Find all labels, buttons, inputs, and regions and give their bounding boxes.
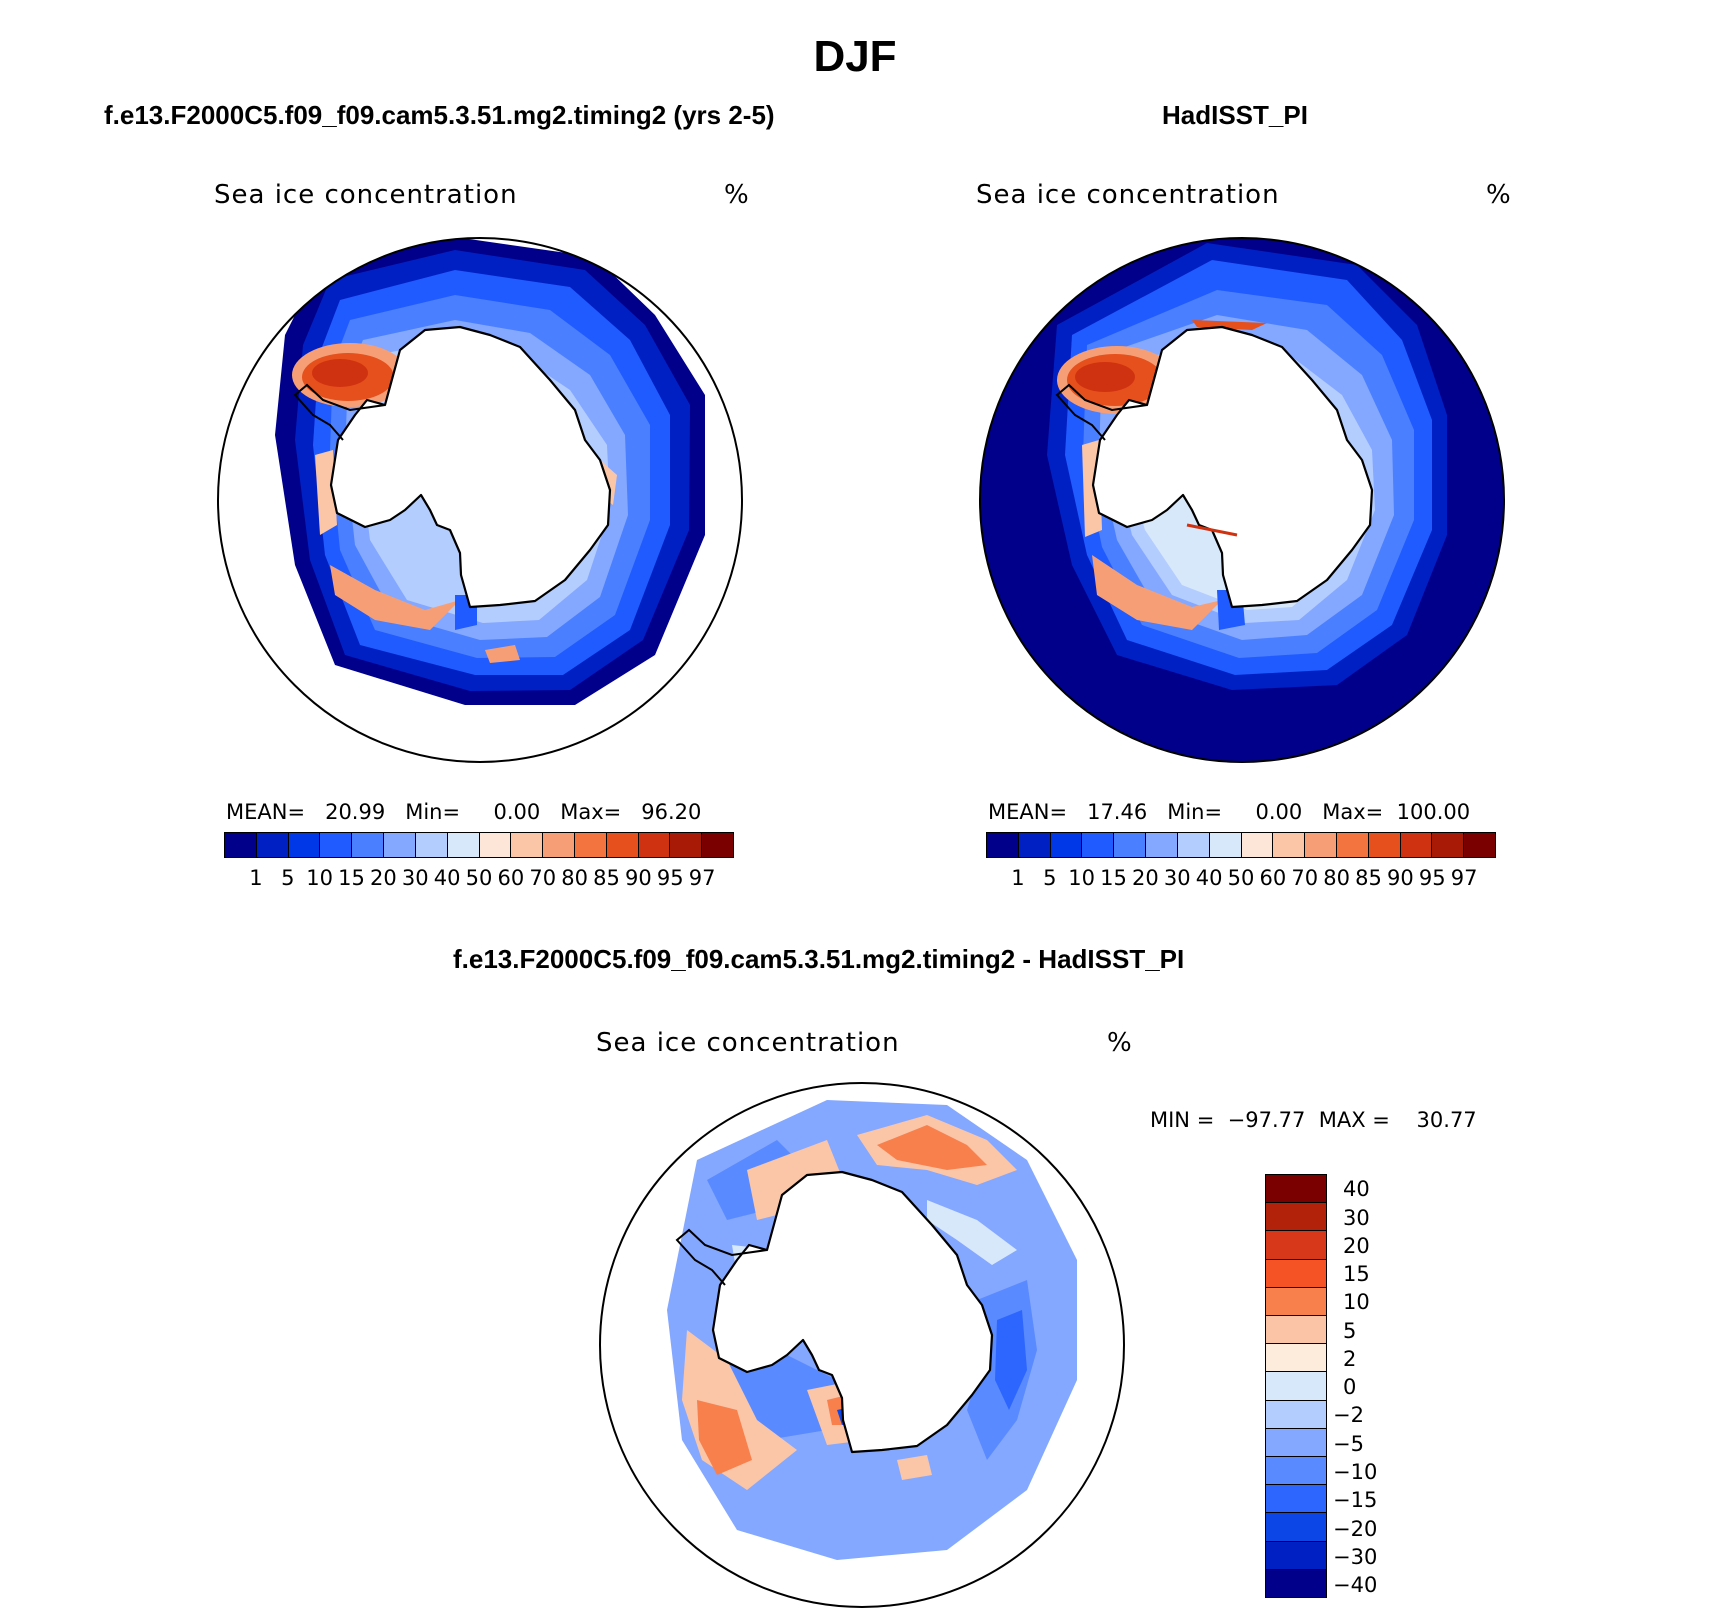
obs-tick: 5	[1043, 866, 1057, 890]
obs-polar-map	[979, 237, 1505, 763]
model-tick: 90	[625, 866, 652, 890]
obs-tick: 97	[1450, 866, 1478, 890]
diff-tick: 20	[1343, 1233, 1370, 1258]
model-tick: 10	[306, 866, 333, 890]
model-tick: 80	[561, 866, 588, 890]
diff-tick: −30	[1333, 1544, 1378, 1569]
obs-panel-title: HadISST_PI	[1162, 100, 1308, 130]
obs-peninsula	[1055, 383, 1148, 441]
obs-antarctica-land	[1091, 325, 1374, 609]
model-tick: 50	[465, 866, 493, 890]
obs-tick: 95	[1418, 866, 1446, 890]
model-tick: 30	[401, 866, 429, 890]
model-polar-map	[217, 237, 743, 763]
obs-tick: 40	[1195, 866, 1223, 890]
model-tick: 70	[529, 866, 557, 890]
diff-minmax: MIN = −97.77 MAX = 30.77	[1150, 1108, 1477, 1132]
model-tick: 20	[370, 866, 397, 890]
obs-tick: 20	[1132, 866, 1159, 890]
obs-variable-label: Sea ice concentration	[976, 180, 1280, 210]
diff-tick: 40	[1343, 1177, 1370, 1202]
model-tick: 5	[281, 866, 295, 890]
obs-tick: 1	[1011, 866, 1025, 890]
figure-title: DJF	[813, 32, 897, 81]
diff-tick: 0	[1343, 1375, 1357, 1400]
diff-units-label: %	[1107, 1028, 1132, 1058]
diff-tick: −15	[1333, 1488, 1378, 1513]
model-tick: 1	[249, 866, 263, 890]
diff-colorbar	[1265, 1174, 1327, 1598]
obs-tick: 15	[1100, 866, 1127, 890]
diff-tick: 2	[1343, 1346, 1357, 1371]
diff-variable-label: Sea ice concentration	[596, 1028, 900, 1058]
model-tick: 15	[338, 866, 365, 890]
obs-tick: 10	[1068, 866, 1095, 890]
diff-peninsula	[675, 1228, 768, 1286]
model-stats: MEAN= 20.99 Min= 0.00 Max= 96.20	[226, 800, 702, 824]
obs-ice-shelf-edge	[1186, 523, 1238, 537]
diff-antarctica-land	[711, 1170, 994, 1454]
model-panel-title: f.e13.F2000C5.f09_f09.cam5.3.51.mg2.timi…	[104, 100, 775, 130]
diff-tick: −2	[1333, 1403, 1364, 1428]
obs-tick: 85	[1355, 866, 1382, 890]
model-antarctica-land	[329, 325, 612, 609]
obs-tick: 50	[1227, 866, 1255, 890]
model-colorbar	[224, 832, 734, 858]
diff-tick: 5	[1343, 1318, 1357, 1343]
diff-tick: −40	[1333, 1573, 1378, 1597]
obs-colorbar	[986, 832, 1496, 858]
obs-colorbar-labels: 1 5 10 15 20 30 40 50 60 70 80 85 90 95 …	[986, 866, 1496, 892]
diff-tick: −10	[1333, 1459, 1378, 1484]
obs-tick: 70	[1291, 866, 1319, 890]
diff-panel-title: f.e13.F2000C5.f09_f09.cam5.3.51.mg2.timi…	[453, 944, 1185, 974]
diff-tick: −20	[1333, 1516, 1378, 1541]
diff-tick: 10	[1343, 1290, 1370, 1315]
obs-units-label: %	[1486, 180, 1511, 210]
model-tick: 60	[497, 866, 525, 890]
model-tick: 85	[593, 866, 620, 890]
model-tick: 97	[688, 866, 716, 890]
model-tick: 95	[656, 866, 684, 890]
diff-tick: 30	[1343, 1205, 1370, 1230]
obs-tick: 90	[1387, 866, 1414, 890]
diff-colorbar-labels: 40 30 20 15 10 5 2 0 −2 −5 −10 −15 −20 −…	[1333, 1174, 1413, 1598]
model-colorbar-labels: 1 5 10 15 20 30 40 50 60 70 80 85 90 95 …	[224, 866, 734, 892]
obs-stats: MEAN= 17.46 Min= 0.00 Max= 100.00	[988, 800, 1471, 824]
obs-tick: 30	[1163, 866, 1191, 890]
model-units-label: %	[724, 180, 749, 210]
diff-tick: −5	[1333, 1431, 1364, 1456]
diff-tick: 15	[1343, 1262, 1370, 1287]
diff-polar-map	[599, 1082, 1125, 1608]
model-peninsula	[293, 383, 386, 441]
obs-tick: 60	[1259, 866, 1287, 890]
model-tick: 40	[433, 866, 461, 890]
model-variable-label: Sea ice concentration	[214, 180, 518, 210]
obs-tick: 80	[1323, 866, 1350, 890]
